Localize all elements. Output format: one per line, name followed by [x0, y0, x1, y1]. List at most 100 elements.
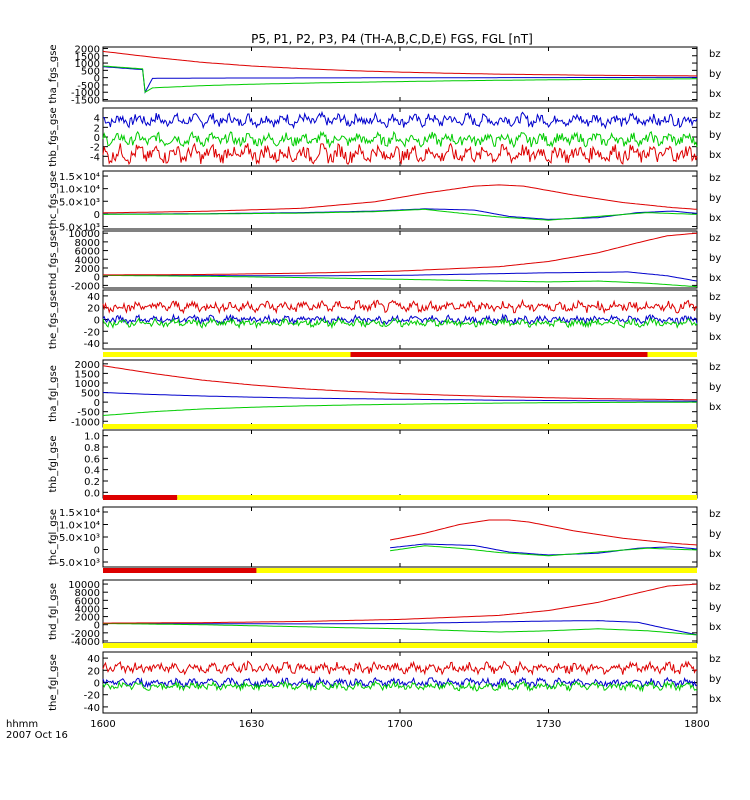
series-by	[102, 401, 697, 416]
legend-bx: bx	[709, 549, 721, 560]
series-bz	[103, 232, 698, 276]
ytick-label: 500	[81, 66, 100, 77]
ytick-label: 1500	[75, 369, 100, 380]
ytick-label: -500	[77, 408, 100, 419]
ytick-label: 2	[94, 123, 100, 134]
ytick-label: 0.4	[84, 466, 100, 477]
legend-by: by	[709, 382, 721, 393]
ytick-label: 40	[87, 654, 100, 665]
legend-bx: bx	[709, 273, 721, 284]
legend-bz: bz	[709, 582, 721, 593]
ytick-label: 2000	[75, 44, 100, 55]
legend-bz: bz	[709, 233, 721, 244]
xtick-label: 1800	[684, 719, 709, 730]
ytick-label: 0	[94, 679, 100, 690]
legend-bz: bz	[709, 173, 721, 184]
ytick-label: 8000	[75, 238, 100, 249]
legend-by: by	[709, 312, 721, 323]
ytick-label: 0	[94, 74, 100, 85]
series-by	[103, 208, 698, 221]
ytick-label: -2000	[71, 281, 100, 292]
ytick-label: -20	[84, 327, 100, 338]
panel-thb_fgl_gse: 1.00.80.60.40.20.0 thb_fgl_gse	[48, 429, 698, 499]
panel-ylabel: the_fgs_gse	[48, 290, 59, 349]
series-bx	[103, 271, 698, 282]
legend-bx: bx	[709, 622, 721, 633]
ytick-label: 8000	[75, 588, 100, 599]
ytick-label: -1500	[71, 96, 100, 107]
ytick-label: 0.6	[84, 454, 100, 465]
x-axis-label-hhmm: hhmm	[6, 719, 38, 730]
ytick-label: 0	[94, 273, 100, 284]
ytick-label: 2000	[75, 613, 100, 624]
series-bz	[102, 365, 697, 401]
ytick-label: 40	[87, 292, 100, 303]
status-bars-group	[103, 352, 697, 648]
ytick-label: 4	[94, 114, 100, 125]
ytick-label: -5.0×10³	[55, 558, 100, 569]
series-bx	[102, 676, 698, 690]
ytick-label: 0.8	[84, 443, 100, 454]
panel-ylabel: thd_fgs_gse	[48, 230, 59, 289]
series-bz	[102, 50, 697, 77]
panel-ylabel: thb_fgs_gse	[48, 107, 59, 166]
series-bz	[102, 184, 698, 214]
ytick-label: -2	[90, 143, 100, 154]
status-bar-segment-yellow	[256, 568, 697, 573]
series-bx	[102, 66, 697, 94]
series-bx	[390, 543, 698, 556]
legend-by: by	[709, 193, 721, 204]
ytick-label: -2000	[71, 629, 100, 640]
xtick-label: 1730	[536, 719, 561, 730]
panels-group: 2000150010005000-500-1000-1500tha_fgs_gs…	[48, 44, 721, 713]
panel-ylabel: tha_fgl_gse	[48, 365, 59, 422]
ytick-label: 1000	[75, 379, 100, 390]
ytick-label: 4000	[75, 255, 100, 266]
ytick-label: 1.0×10⁴	[59, 521, 100, 532]
legend-bx: bx	[709, 213, 721, 224]
status-bar-segment-yellow	[103, 352, 351, 357]
ytick-label: 20	[87, 666, 100, 677]
series-bz	[390, 519, 698, 546]
panel-ylabel: thc_fgs_gse	[48, 171, 59, 230]
legend-by: by	[709, 130, 721, 141]
ytick-label: -20	[84, 691, 100, 702]
series-bz	[102, 660, 698, 676]
xtick-label: 1700	[387, 719, 412, 730]
ytick-label: -40	[84, 339, 100, 350]
ytick-label: -4000	[71, 637, 100, 648]
ytick-label: 0	[94, 210, 100, 221]
ytick-label: 5.0×10³	[59, 533, 100, 544]
ytick-label: 20	[87, 304, 100, 315]
ytick-label: -5.0×10³	[55, 222, 100, 233]
panel-frame	[102, 506, 698, 568]
legend-bz: bz	[709, 654, 721, 665]
ytick-label: 0	[94, 398, 100, 409]
ytick-label: -500	[77, 81, 100, 92]
panel-frame	[102, 46, 698, 102]
status-bar-segment-red	[103, 495, 178, 500]
status-bar-segment-yellow	[103, 424, 697, 429]
status-bar-segment-yellow	[103, 643, 697, 648]
ytick-label: 0	[94, 133, 100, 144]
series-bx	[103, 620, 698, 636]
x-axis: 1600 1630 1700 1730 1800	[90, 719, 709, 730]
panel-ylabel: tha_fgs_gse	[48, 44, 59, 103]
ytick-label: 10000	[68, 580, 100, 591]
panel-frame	[102, 289, 698, 350]
series-by	[102, 65, 697, 94]
legend-bz: bz	[709, 49, 721, 60]
ytick-label: 5.0×10³	[59, 197, 100, 208]
ytick-label: 1000	[75, 59, 100, 70]
series-by	[102, 679, 698, 693]
ytick-label: 0.2	[84, 477, 100, 488]
legend-by: by	[709, 69, 721, 80]
panel-ylabel: thc_fgl_gse	[48, 509, 59, 565]
series-bx	[102, 392, 698, 402]
plot-title: P5, P1, P2, P3, P4 (TH-A,B,C,D,E) FGS, F…	[251, 32, 533, 46]
